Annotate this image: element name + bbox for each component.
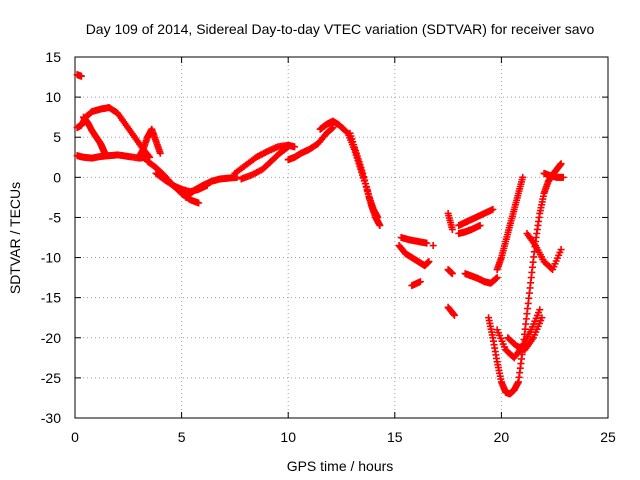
plot-frame bbox=[74, 56, 609, 419]
data-point-marker bbox=[559, 173, 567, 181]
data-point-marker bbox=[489, 205, 497, 213]
data-point-marker bbox=[364, 190, 372, 198]
data-point-marker bbox=[492, 274, 500, 282]
chart-title: Day 109 of 2014, Sidereal Day-to-day VTE… bbox=[86, 21, 595, 37]
series-arc-23 bbox=[461, 270, 501, 287]
data-point-marker bbox=[376, 221, 384, 229]
data-point-marker bbox=[329, 124, 337, 132]
series-arc-1 bbox=[73, 71, 85, 80]
series-arc-14 bbox=[395, 242, 433, 270]
series-arc-3 bbox=[80, 113, 109, 157]
data-point-marker bbox=[450, 310, 458, 318]
x-tick-label: 15 bbox=[387, 429, 403, 445]
data-point-marker bbox=[450, 311, 458, 319]
y-tick-label: 0 bbox=[53, 169, 61, 185]
series-arc-17 bbox=[429, 242, 437, 250]
data-point-marker bbox=[557, 160, 565, 168]
series-arc-9 bbox=[231, 141, 299, 177]
data-point-marker bbox=[362, 180, 370, 188]
y-tick-label: -30 bbox=[41, 410, 61, 426]
series-arc-8 bbox=[182, 173, 241, 201]
data-point-marker bbox=[291, 143, 299, 151]
data-point-marker bbox=[283, 144, 291, 152]
y-tick-label: 5 bbox=[53, 129, 61, 145]
data-point-marker bbox=[429, 242, 437, 250]
data-point-marker bbox=[519, 173, 527, 181]
series-arc-2 bbox=[73, 104, 154, 161]
data-point-marker bbox=[448, 225, 456, 233]
series-arc-16 bbox=[408, 278, 424, 290]
data-point-marker bbox=[423, 239, 431, 247]
x-axis-tick-labels: 0 5 10 15 20 25 bbox=[71, 429, 616, 445]
series-arc-27 bbox=[504, 314, 546, 354]
x-axis-label: GPS time / hours bbox=[287, 458, 394, 474]
series-arc-5 bbox=[135, 125, 164, 161]
data-point-marker bbox=[557, 246, 565, 254]
data-point-marker bbox=[362, 183, 370, 191]
y-tick-label: 15 bbox=[45, 49, 61, 65]
y-tick-label: -10 bbox=[41, 250, 61, 266]
data-point-marker bbox=[195, 199, 203, 207]
series-arc-22 bbox=[455, 221, 484, 237]
y-tick-label: -25 bbox=[41, 370, 61, 386]
data-point-marker bbox=[538, 314, 546, 322]
data-point-marker bbox=[448, 270, 456, 278]
data-point-marker bbox=[425, 258, 433, 266]
series-arc-20 bbox=[444, 266, 456, 278]
data-point-marker bbox=[374, 213, 382, 221]
x-tick-label: 10 bbox=[280, 429, 296, 445]
data-point-marker bbox=[416, 278, 424, 286]
y-tick-label: 10 bbox=[45, 89, 61, 105]
series-arc-11 bbox=[284, 124, 337, 164]
series-arc-18 bbox=[444, 209, 456, 233]
data-point-marker bbox=[363, 187, 371, 195]
y-tick-label: -5 bbox=[49, 209, 62, 225]
series-arc-24 bbox=[493, 173, 527, 274]
x-tick-label: 0 bbox=[71, 429, 79, 445]
data-point-marker bbox=[328, 124, 336, 132]
series-arc-10 bbox=[237, 143, 292, 183]
series-arc-13 bbox=[346, 129, 382, 221]
data-points bbox=[73, 71, 567, 398]
data-point-marker bbox=[156, 149, 164, 157]
data-point-marker bbox=[360, 173, 368, 181]
y-axis-label: SDTVAR / TECUs bbox=[7, 182, 23, 294]
data-point-marker bbox=[77, 72, 85, 80]
y-tick-label: -20 bbox=[41, 330, 61, 346]
series-arc-21 bbox=[455, 205, 497, 229]
x-tick-label: 20 bbox=[494, 429, 510, 445]
series-arc-29 bbox=[540, 169, 567, 181]
data-point-marker bbox=[284, 143, 292, 151]
series-arc-28 bbox=[523, 229, 565, 274]
y-tick-label: -15 bbox=[41, 290, 61, 306]
y-axis-tick-labels: 15 10 5 0 -5 -10 -15 -20 -25 -30 bbox=[41, 49, 61, 426]
data-point-marker bbox=[359, 169, 367, 177]
data-point-marker bbox=[476, 221, 484, 229]
data-point-marker bbox=[536, 306, 544, 314]
series-arc-15 bbox=[397, 234, 431, 247]
x-tick-label: 25 bbox=[600, 429, 616, 445]
data-point-marker bbox=[493, 274, 501, 282]
data-point-marker bbox=[361, 176, 369, 184]
x-tick-label: 5 bbox=[178, 429, 186, 445]
axis-ticks bbox=[74, 56, 609, 419]
series-arc-25 bbox=[485, 160, 565, 398]
series-arc-19 bbox=[444, 303, 458, 319]
